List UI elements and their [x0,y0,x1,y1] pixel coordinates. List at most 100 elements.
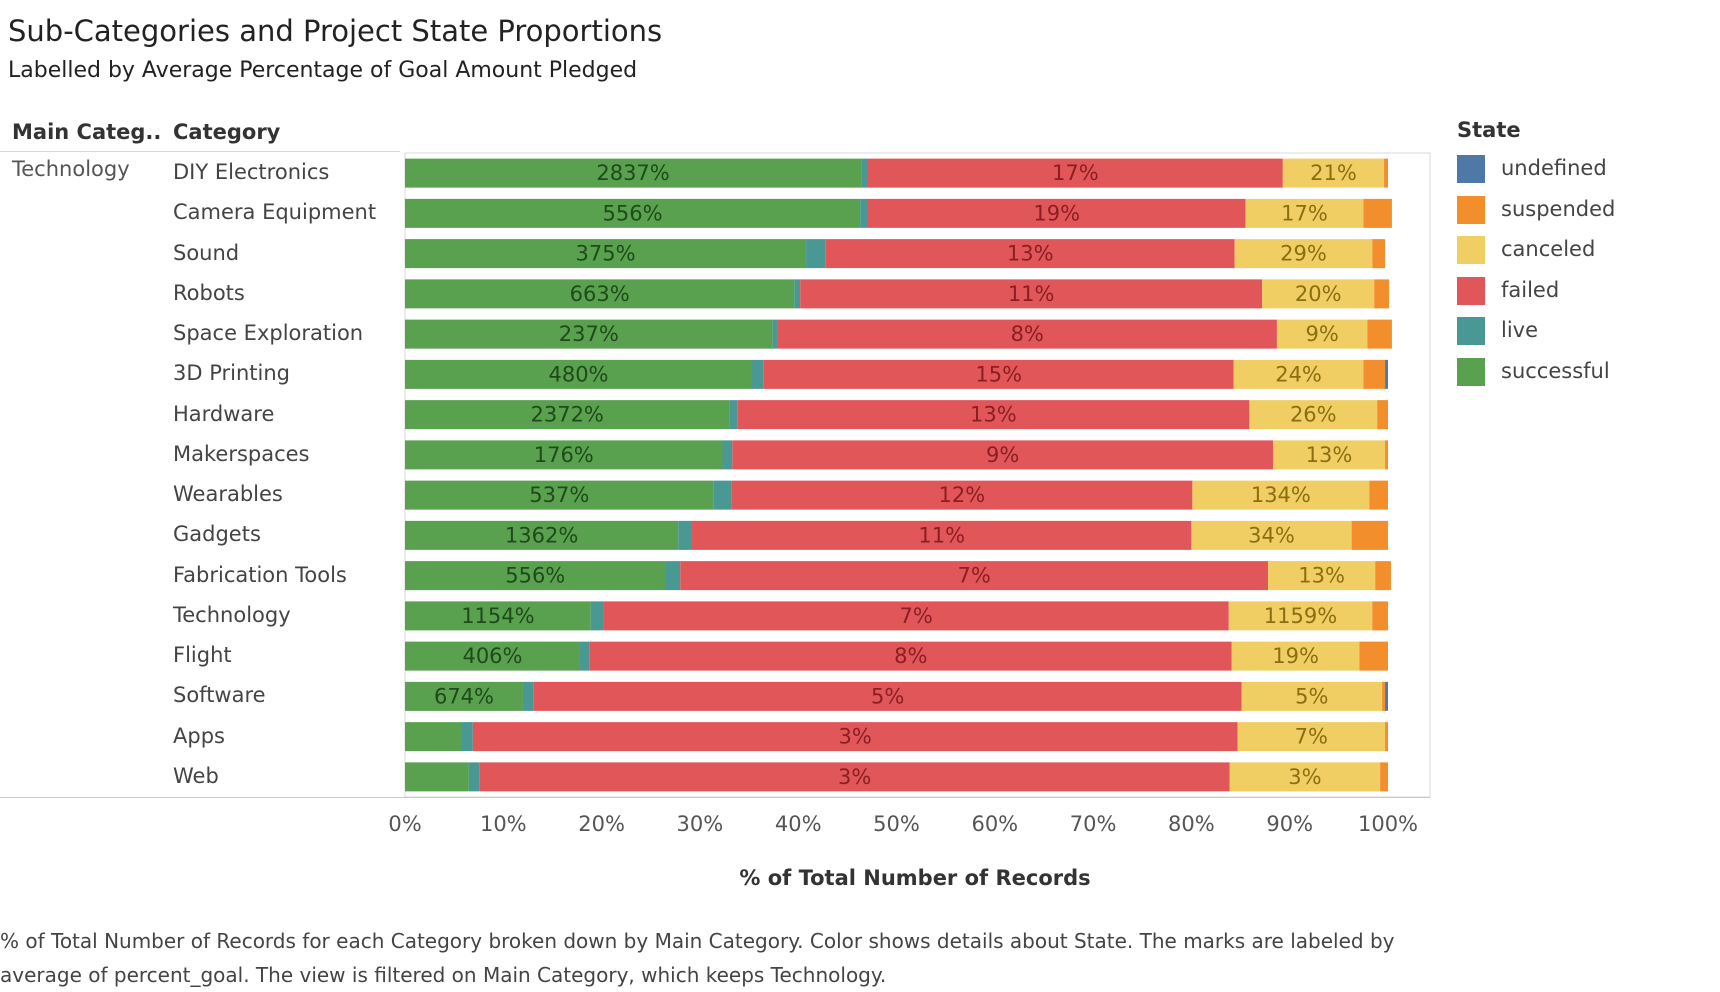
data-label-failed: 15% [975,362,1022,386]
category-label: Makerspaces [173,441,310,466]
bar-segment-live [665,561,681,591]
data-label-canceled: 9% [1305,322,1338,346]
data-label-successful: 663% [570,282,630,306]
data-label-successful: 2837% [596,161,669,185]
bar-segment-failed [603,601,1229,631]
bar-segment-successful [405,601,591,631]
category-label: Sound [173,240,240,265]
bar-segment-successful [405,480,714,510]
bar-segment-live [861,158,868,188]
bar-segment-canceled [1249,400,1378,430]
bar-segment-successful [405,359,752,389]
data-label-canceled: 3% [1288,765,1321,789]
x-tick-label: 20% [578,812,625,836]
bar-segment-successful [405,239,807,269]
data-label-successful: 406% [462,644,522,668]
legend-label: failed [1501,277,1560,302]
data-label-canceled: 24% [1275,362,1322,386]
bar-segment-canceled [1282,158,1385,188]
bar-segment-canceled [1229,762,1381,792]
bar-segment-live [722,440,733,470]
bar-segment-suspended [1351,520,1388,550]
bar-segment-successful [405,440,723,470]
data-label-canceled: 134% [1251,483,1311,507]
data-label-successful: 176% [534,443,594,467]
chart-title: Sub-Categories and Project State Proport… [8,14,663,48]
x-tick-label: 40% [775,812,822,836]
data-label-failed: 7% [899,604,932,628]
bar-segment-canceled [1268,561,1376,591]
bar-segment-canceled [1231,641,1360,671]
bar-segment-successful [405,641,580,671]
bar-segment-successful [405,520,679,550]
bar-segment-live [860,198,868,228]
bar-segment-suspended [1385,440,1388,470]
bar-segment-live [678,520,693,550]
legend-label: successful [1501,358,1610,383]
category-label: Gadgets [173,522,261,547]
legend-label: canceled [1501,237,1596,261]
x-tick-label: 80% [1168,812,1215,836]
bar-segment-failed [533,681,1242,711]
bar-segment-successful [405,681,523,711]
bar-segment-suspended [1369,480,1388,510]
bar-segment-suspended [1367,319,1392,349]
bar-segment-suspended [1384,158,1388,188]
legend-swatch [1457,357,1485,386]
x-tick-label: 0% [388,812,421,836]
category-label: Web [173,763,219,788]
bar-segment-failed [692,520,1192,550]
bar-segment-live [590,601,604,631]
bar-segment-failed [589,641,1232,671]
category-label: Robots [173,280,245,305]
legend-swatch [1457,195,1485,224]
data-label-successful: 1362% [505,523,578,547]
x-tick-label: 10% [480,812,527,836]
bar-segment-failed [867,158,1283,188]
bar-segment-failed [800,279,1263,309]
legend-swatch [1457,317,1485,345]
bar-segment-failed [825,239,1235,269]
bar-segment-live [713,480,732,510]
x-tick-label: 50% [873,812,920,836]
x-tick-label: 70% [1070,812,1117,836]
bar-segment-successful [405,319,773,349]
bar-segment-canceled [1191,520,1352,550]
bar-segment-suspended [1385,722,1388,752]
legend-title: State [1457,118,1521,142]
bar-segment-canceled [1276,319,1368,349]
stacked-bar-chart: 2837% 17% 21% 556% 19% 17% 375% 13% 29% 663% 11% 20… [388,152,1431,836]
x-tick-label: 90% [1266,812,1313,836]
bar-segment-canceled [1241,681,1383,711]
bar-segment-live [468,762,480,792]
category-label: Software [173,683,266,708]
data-label-failed: 11% [1008,282,1055,306]
x-tick-label: 30% [677,812,724,836]
bar-segment-successful [405,722,463,752]
bar-segment-canceled [1233,359,1364,389]
data-label-failed: 12% [939,483,986,507]
bar-segment-suspended [1363,359,1386,389]
row-header-divider [0,151,400,152]
data-label-failed: 19% [1033,201,1080,225]
legend-label: suspended [1501,196,1616,221]
data-label-successful: 480% [548,362,608,386]
bar-segment-failed [867,198,1246,228]
data-label-canceled: 34% [1248,523,1295,547]
bar-segment-successful [405,158,862,188]
bar-segment-successful [405,279,795,309]
bar-segment-canceled [1228,601,1373,631]
category-label: 3D Printing [173,361,290,386]
data-label-canceled: 17% [1281,201,1328,225]
axis-divider [0,797,1430,798]
bar-segment-suspended [1359,641,1388,671]
legend-label: live [1501,318,1539,342]
legend-swatch [1457,236,1485,264]
bar-segment-suspended [1375,561,1391,591]
bar-segment-canceled [1192,480,1370,510]
data-label-failed: 9% [986,443,1019,467]
main-category-header[interactable]: Main Categ.. [12,120,162,144]
category-label: Hardware [173,401,275,426]
data-label-successful: 556% [603,201,663,225]
category-header[interactable]: Category [173,120,281,144]
